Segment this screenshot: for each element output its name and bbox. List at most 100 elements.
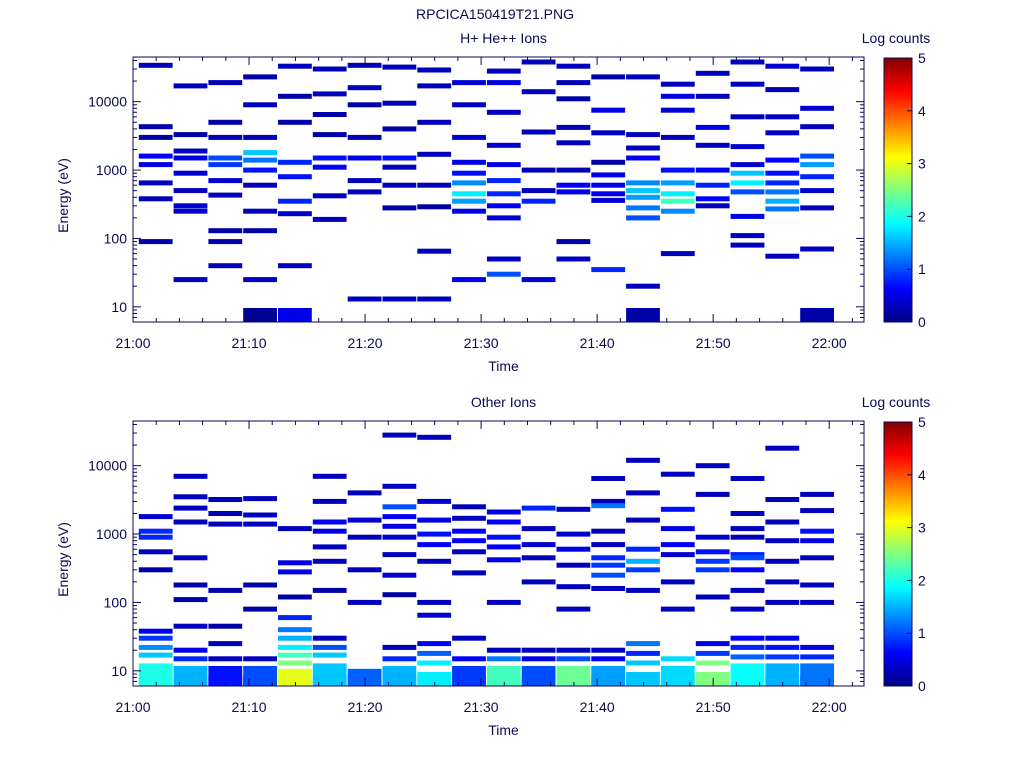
heatmap-cell — [626, 641, 660, 647]
heatmap-cell — [312, 473, 347, 479]
heatmap-cell — [591, 74, 626, 80]
heatmap-cell — [591, 503, 626, 509]
heatmap-cell — [312, 216, 347, 222]
heatmap-cell — [138, 644, 173, 650]
x-tick-label: 21:30 — [464, 699, 499, 715]
heatmap-cell — [765, 189, 800, 195]
heatmap-cell — [382, 296, 417, 302]
heatmap-cell — [452, 675, 486, 686]
heatmap-cell — [556, 80, 591, 86]
heatmap-cell — [452, 538, 486, 544]
heatmap-cell — [347, 62, 382, 68]
heatmap-cell — [243, 102, 277, 108]
heatmap-cell — [382, 552, 417, 558]
heatmap-cell — [138, 635, 173, 641]
heatmap-cell — [521, 542, 556, 548]
x-tick-label: 21:10 — [232, 699, 267, 715]
heatmap-cell — [278, 635, 312, 641]
colorbar-tick-label: 0 — [918, 678, 926, 694]
heatmap-cell — [417, 558, 452, 564]
heatmap-cell — [765, 675, 800, 686]
heatmap-cell — [591, 130, 626, 136]
heatmap-cell — [591, 656, 626, 662]
heatmap-cell — [312, 528, 347, 534]
heatmap-cell — [556, 562, 591, 568]
heatmap-cell — [626, 132, 660, 138]
heatmap-cell — [765, 635, 800, 641]
heatmap-cell — [382, 675, 417, 686]
heatmap-cell — [138, 567, 173, 573]
heatmap-cell — [591, 555, 626, 561]
colorbar — [883, 57, 913, 323]
heatmap-cell — [800, 188, 834, 194]
heatmap-cell — [382, 164, 417, 170]
heatmap-cell — [730, 606, 765, 612]
heatmap-cell — [173, 656, 208, 662]
heatmap-cell — [626, 650, 660, 656]
heatmap-cell — [556, 656, 591, 662]
heatmap-cell — [208, 656, 243, 662]
heatmap-cell — [591, 197, 626, 203]
heatmap-cell — [278, 652, 312, 658]
heatmap-cell — [208, 162, 243, 168]
heatmap-cell — [521, 188, 556, 194]
heatmap-cell — [660, 656, 695, 662]
heatmap-cell — [173, 208, 208, 214]
heatmap-cell — [730, 59, 765, 65]
heatmap-cell — [626, 205, 660, 211]
heatmap-cell — [208, 239, 243, 245]
heatmap-cell — [452, 549, 486, 555]
x-tick-label: 21:30 — [464, 335, 499, 351]
heatmap-cell — [626, 188, 660, 194]
heatmap-cell — [486, 162, 521, 168]
heatmap-cell — [173, 623, 208, 629]
heatmap-cell — [173, 155, 208, 161]
heatmap-cell — [521, 526, 556, 532]
heatmap-cell — [243, 157, 277, 163]
heatmap-cell — [382, 572, 417, 578]
heatmap-cell — [695, 142, 730, 148]
heatmap-cell — [730, 552, 765, 558]
heatmap-cell — [591, 107, 626, 113]
heatmap-cell — [278, 615, 312, 621]
heatmap-cell — [347, 534, 382, 540]
heatmap-cell — [173, 83, 208, 89]
heatmap-cell — [626, 558, 660, 564]
heatmap-cell — [278, 644, 312, 650]
heatmap-cell — [278, 198, 312, 204]
heatmap-cell — [660, 552, 695, 558]
heatmap-cell — [626, 194, 660, 200]
heatmap-cell — [765, 654, 800, 660]
heatmap-cell — [800, 555, 834, 561]
heatmap-cell — [486, 109, 521, 115]
heatmap-cell — [800, 654, 834, 660]
heatmap-cell — [312, 635, 347, 641]
heatmap-cell — [312, 587, 347, 593]
heatmap-cell — [765, 180, 800, 186]
heatmap-cell — [486, 534, 521, 540]
heatmap-cell — [312, 164, 347, 170]
colorbar-tick-label: 5 — [918, 50, 926, 66]
heatmap-cell — [243, 74, 277, 80]
y-tick-label: 100 — [104, 230, 128, 246]
heatmap-cell — [695, 70, 730, 76]
colorbar-tick-label: 2 — [918, 208, 926, 224]
heatmap-cell — [243, 134, 277, 140]
heatmap-cell — [452, 528, 486, 534]
heatmap-cell — [695, 463, 730, 469]
heatmap-cell — [556, 140, 591, 146]
heatmap-cell — [695, 660, 730, 666]
heatmap-cell — [417, 83, 452, 89]
heatmap-cell — [556, 256, 591, 262]
heatmap-cell — [765, 445, 800, 451]
heatmap-cell — [800, 508, 834, 514]
heatmap-cell — [452, 277, 486, 283]
heatmap-cell — [278, 63, 312, 69]
heatmap-cell — [278, 119, 312, 125]
heatmap-cell — [695, 594, 730, 600]
heatmap-cell — [452, 170, 486, 176]
colorbar-tick-label: 0 — [918, 314, 926, 330]
heatmap-cell — [208, 134, 243, 140]
heatmap-cell — [417, 204, 452, 210]
